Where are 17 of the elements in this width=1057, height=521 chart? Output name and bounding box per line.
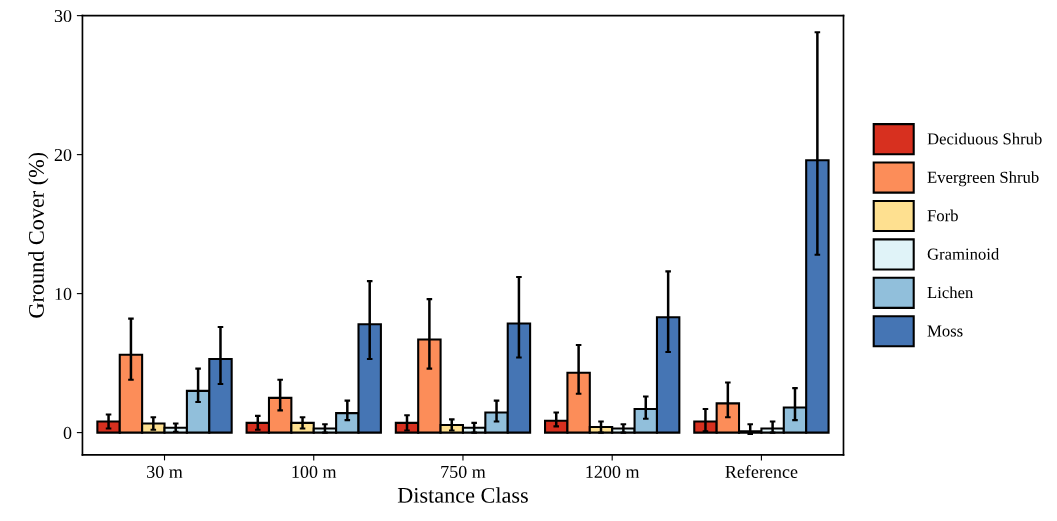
y-tick-label: 0 xyxy=(63,426,72,440)
x-tick-label: 750 m xyxy=(441,465,486,478)
x-tick-label: Reference xyxy=(725,465,798,478)
x-tick-label: 30 m xyxy=(147,465,183,478)
x-axis-title: Distance Class xyxy=(397,487,528,503)
legend-label: Forb xyxy=(927,209,958,222)
y-tick-label: 30 xyxy=(54,9,72,23)
legend-label: Evergreen Shrub xyxy=(927,171,1039,187)
y-tick-label: 20 xyxy=(54,148,72,162)
legend-label: Lichen xyxy=(927,286,974,299)
legend-label: Moss xyxy=(927,325,963,337)
x-tick-label: 1200 m xyxy=(586,465,640,478)
y-axis-title: Ground Cover (%) xyxy=(28,152,49,318)
legend-label: Graminoid xyxy=(927,248,1000,260)
y-tick-label: 10 xyxy=(55,287,72,301)
legend-label: Deciduous Shrub xyxy=(927,132,1042,145)
x-tick-label: 100 m xyxy=(292,465,337,478)
